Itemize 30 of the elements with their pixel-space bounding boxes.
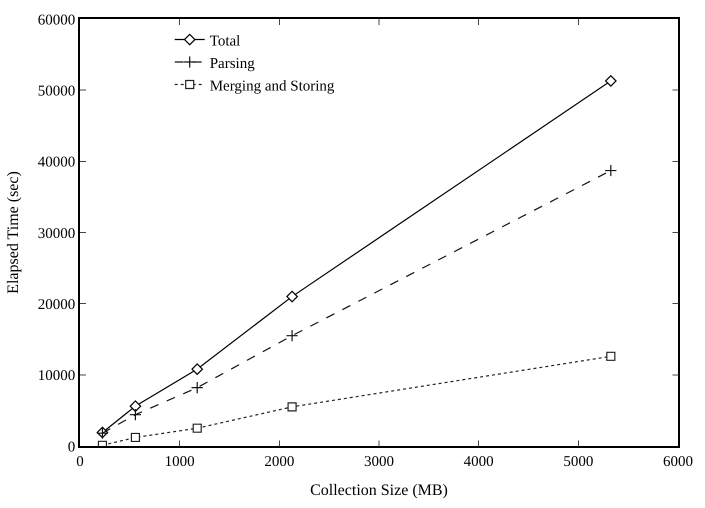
- y-tick-label: 60000: [38, 12, 76, 28]
- point: [130, 400, 142, 412]
- x-tick-label: 3000: [364, 454, 394, 470]
- y-tick-label: 0: [68, 439, 76, 456]
- legend-label: Parsing: [210, 56, 256, 72]
- y-axis-title: Elapsed Time (sec): [5, 171, 22, 294]
- y-tick-label: 10000: [38, 368, 76, 384]
- y-tick-label: 20000: [38, 296, 76, 313]
- point: [191, 363, 204, 375]
- point: [604, 164, 618, 177]
- y-tick-label: 40000: [38, 154, 76, 171]
- point: [286, 329, 298, 342]
- point: [130, 432, 140, 442]
- y-tick-label: 30000: [38, 226, 76, 242]
- x-tick-label: 1000: [164, 454, 195, 470]
- y-tick-label: 50000: [38, 83, 76, 100]
- point: [606, 352, 616, 361]
- point: [605, 75, 617, 87]
- x-tick-label: 5000: [563, 454, 594, 470]
- point: [129, 408, 142, 421]
- x-tick-label: 2000: [264, 454, 294, 470]
- legend-label: Merging and Storing: [210, 78, 335, 94]
- x-axis-title: Collection Size (MB): [310, 482, 448, 499]
- legend-label: Total: [210, 33, 240, 50]
- point: [286, 290, 298, 302]
- x-tick-label: 4000: [464, 454, 494, 470]
- point: [191, 381, 204, 394]
- point: [287, 402, 297, 412]
- x-tick-label: 6000: [663, 454, 693, 470]
- point: [192, 424, 202, 433]
